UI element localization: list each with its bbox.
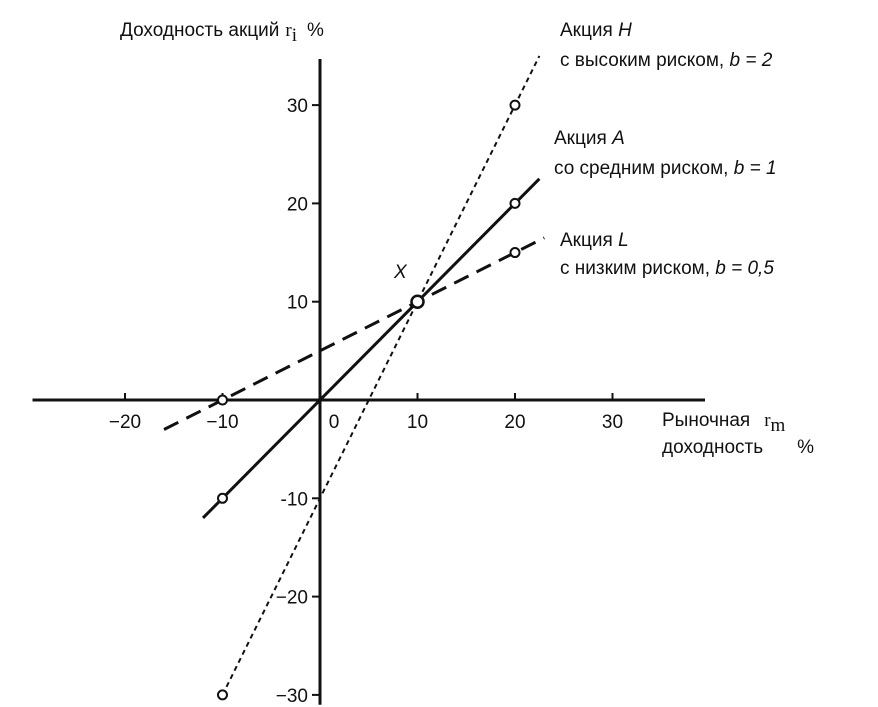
y-tick-label: 20 [287, 194, 308, 215]
annotation-A: Акция A со средним риском, b = 1 [554, 128, 777, 179]
svg-text:с высоким риском, b = 2: с высоким риском, b = 2 [560, 50, 773, 71]
x-tick-label: 10 [407, 412, 428, 433]
y-tick-label: 30 [287, 96, 308, 117]
x-tick-label: −20 [109, 412, 141, 433]
intersection-point [410, 294, 425, 309]
svg-text:с низким риском, b = 0,5: с низким риском, b = 0,5 [560, 258, 774, 279]
y-tick-label: -10 [281, 489, 308, 510]
series-layer [163, 55, 545, 696]
point-L [217, 394, 228, 406]
x-tick-label: 30 [602, 412, 623, 433]
annotation-L: Акция L с низким риском, b = 0,5 [560, 230, 774, 279]
y-tick-label: −20 [276, 588, 308, 609]
points-layer [217, 99, 521, 701]
x-axis-label-line1: Рыночная rm [662, 410, 786, 436]
y-tick-label: −30 [276, 686, 308, 707]
point-H [217, 689, 228, 701]
point-H [509, 99, 521, 111]
x-tick-label: 0 [329, 412, 340, 433]
series-line-H [221, 55, 541, 696]
y-tick-label: 10 [287, 293, 308, 314]
annotation-H: Акция H с высоким риском, b = 2 [560, 20, 773, 71]
point-A [217, 492, 228, 504]
series-line-L [163, 236, 545, 431]
svg-text:Акция L: Акция L [560, 230, 629, 251]
point-L [509, 247, 521, 259]
axes: −20 −10 0 10 20 30 30 20 10 -10 −20 −30 [32, 58, 705, 707]
svg-text:Акция A: Акция A [554, 128, 625, 149]
x-tick-label: 20 [504, 412, 525, 433]
svg-text:со средним риском, b = 1: со средним риском, b = 1 [554, 158, 777, 179]
point-A [509, 197, 521, 209]
intersection-label: X [393, 262, 408, 283]
x-axis-label-line2: доходность% [662, 437, 814, 458]
x-tick-label: −10 [206, 412, 238, 433]
svg-text:Акция H: Акция H [560, 20, 632, 41]
y-axis-label: Доходность акций ri% [120, 20, 324, 46]
series-line-A [201, 177, 541, 520]
